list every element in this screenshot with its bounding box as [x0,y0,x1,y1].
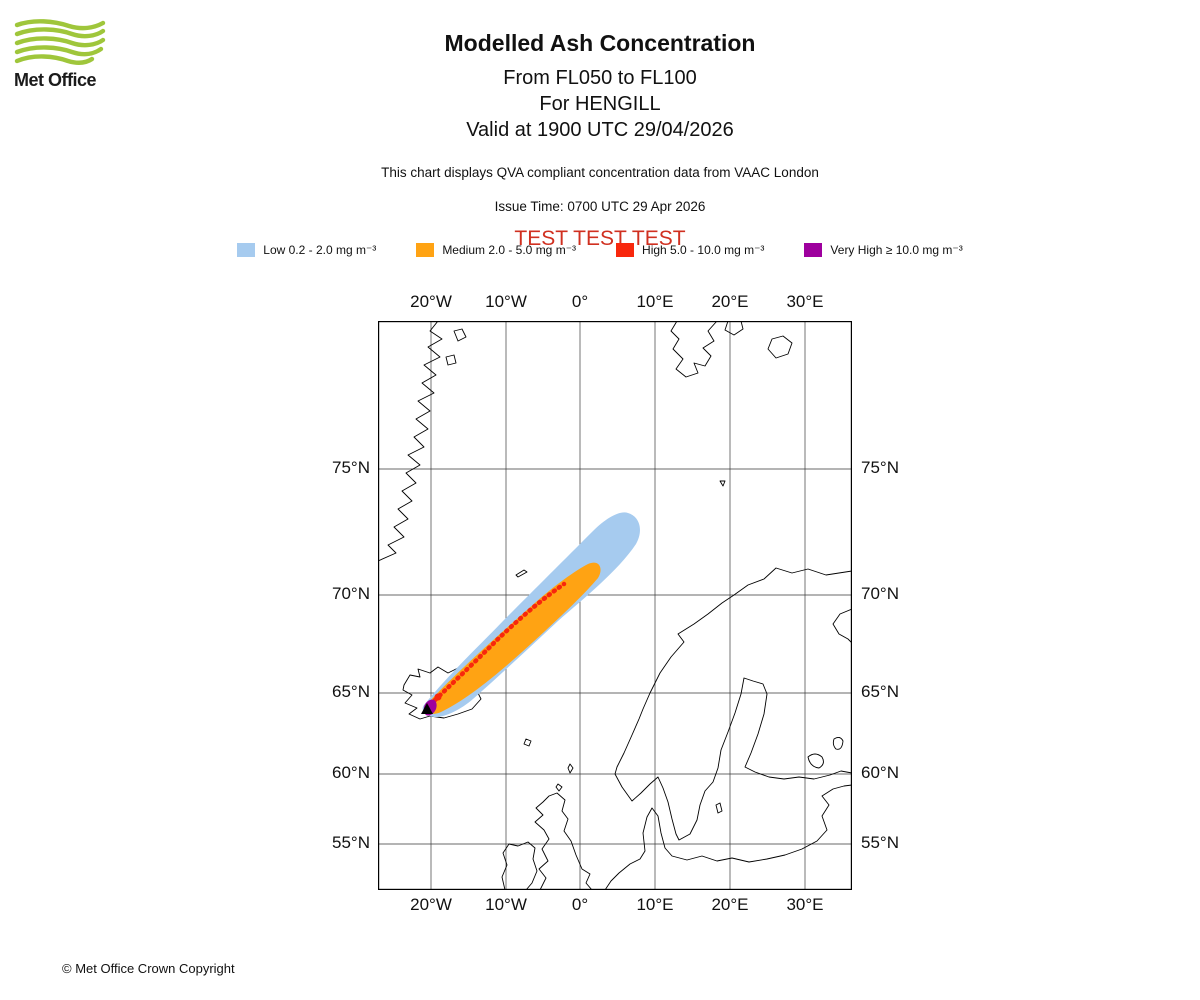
lon-tick-top-1: 10°W [485,292,527,311]
ash-plume [421,512,640,718]
subtitle-volcano: For HENGILL [539,93,661,115]
lat-tick-right-0: 75°N [861,458,899,477]
great-britain-coastline [534,792,593,891]
subtitle-flight-levels: From FL050 to FL100 [503,67,697,89]
lat-tick-left-2: 65°N [332,682,370,701]
legend-label-high: High 5.0 - 10.0 mg m⁻³ [642,243,765,257]
lon-tick-bottom-0: 20°W [410,895,452,914]
lat-tick-right-4: 55°N [861,833,899,852]
lon-tick-bottom-2: 0° [571,895,589,914]
lat-tick-right-2: 65°N [861,682,899,701]
iceland-coastline [402,666,483,720]
greenland-offshore-islands [445,328,467,366]
legend-swatch-medium [416,243,435,257]
ash-concentration-map [377,320,853,891]
met-office-waves-icon [14,19,106,65]
qva-note: This chart displays QVA compliant concen… [381,165,819,180]
concentration-legend: Low 0.2 - 2.0 mg m⁻³ Medium 2.0 - 5.0 mg… [0,243,1200,257]
legend-swatch-high [616,243,635,257]
lon-tick-bottom-4: 20°E [711,895,749,914]
lon-tick-top-3: 10°E [636,292,674,311]
small-islands [523,738,723,814]
lat-tick-right-3: 60°N [861,763,899,782]
white-sea-coastline [832,608,853,644]
ash-plume-high-core [434,693,442,701]
logo-brand-text: Met Office [14,70,97,90]
legend-swatch-very-high [804,243,823,257]
legend-item-low: Low 0.2 - 2.0 mg m⁻³ [237,243,376,257]
footer-copyright: © Met Office Crown Copyright [62,961,235,976]
legend-item-medium: Medium 2.0 - 5.0 mg m⁻³ [416,243,576,257]
header: Modelled Ash Concentration From FL050 to… [0,30,1200,251]
test-banner: TEST TEST TEST [514,227,686,250]
svalbard-coastline [670,320,793,378]
legend-label-low: Low 0.2 - 2.0 mg m⁻³ [263,243,377,257]
map-graticule [378,321,852,890]
scandinavia-coastline [614,567,853,841]
map-canvas [377,320,853,891]
legend-label-very-high: Very High ≥ 10.0 mg m⁻³ [830,243,963,257]
lat-tick-left-4: 55°N [332,833,370,852]
jan-mayen-island [515,569,528,578]
lon-tick-bottom-5: 30°E [786,895,824,914]
ash-plume-high [432,581,567,703]
legend-swatch-low [237,243,256,257]
lon-tick-top-5: 30°E [786,292,824,311]
lon-tick-top-0: 20°W [410,292,452,311]
issue-time: Issue Time: 0700 UTC 29 Apr 2026 [494,199,706,214]
lat-tick-right-1: 70°N [861,584,899,603]
lon-tick-bottom-1: 10°W [485,895,527,914]
lon-tick-top-4: 20°E [711,292,749,311]
met-office-logo: Met Office [14,18,124,91]
baltic-south-coastline [604,784,853,891]
ash-plume-medium [426,562,601,714]
legend-item-very-high: Very High ≥ 10.0 mg m⁻³ [804,243,963,257]
lat-tick-left-1: 70°N [332,584,370,603]
lon-tick-top-2: 0° [571,292,589,311]
lat-tick-left-3: 60°N [332,763,370,782]
greenland-coastline [377,320,443,562]
legend-label-medium: Medium 2.0 - 5.0 mg m⁻³ [442,243,577,257]
map-border [378,321,852,890]
page-title: Modelled Ash Concentration [444,30,756,56]
subtitle-valid-time: Valid at 1900 UTC 29/04/2026 [466,119,734,141]
lon-tick-bottom-3: 10°E [636,895,674,914]
lakes-ladoga-onega [807,736,844,769]
ireland-coastline [501,841,538,891]
legend-item-high: High 5.0 - 10.0 mg m⁻³ [616,243,764,257]
volcano-marker-icon [421,703,433,714]
lat-tick-left-0: 75°N [332,458,370,477]
bear-island [719,480,726,487]
